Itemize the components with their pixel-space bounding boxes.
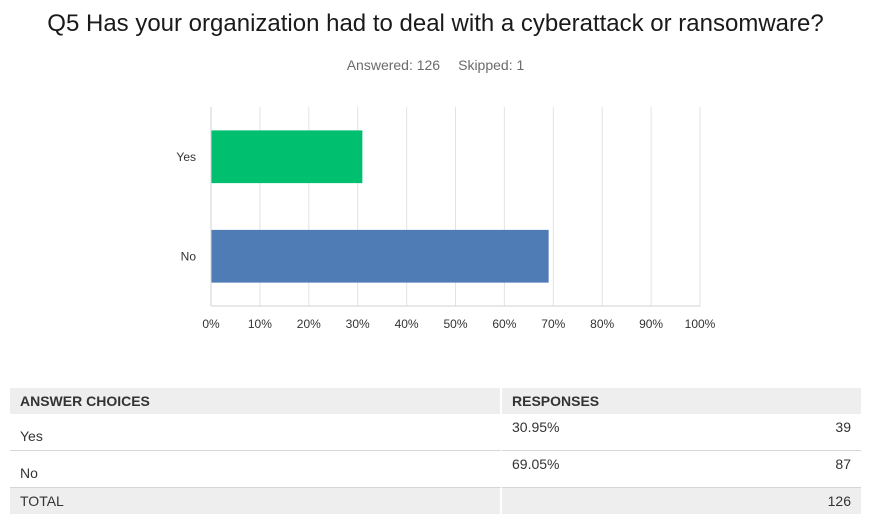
x-tick-label: 100%	[685, 317, 716, 331]
x-tick-label: 90%	[639, 317, 663, 331]
x-tick-label: 50%	[443, 317, 467, 331]
results-table: ANSWER CHOICES RESPONSES Yes 30.95% 39 N…	[10, 388, 861, 514]
row-responses: 69.05% 87	[502, 451, 861, 488]
bar-yes	[211, 130, 363, 184]
x-tick-label: 60%	[492, 317, 516, 331]
bar-no	[211, 229, 549, 283]
row-choice: Yes	[10, 414, 502, 451]
row-count: 39	[835, 419, 851, 435]
x-tick-label: 20%	[297, 317, 321, 331]
category-label: Yes	[176, 150, 196, 164]
row-percent: 69.05%	[512, 456, 560, 472]
x-tick-label: 40%	[395, 317, 419, 331]
question-title: Q5 Has your organization had to deal wit…	[47, 10, 824, 37]
bar-chart: 0% 10% 20% 30% 40% 50% 60% 70% 80% 90% 100% Yes No	[176, 107, 716, 331]
header-responses: RESPONSES	[502, 388, 861, 414]
x-tick-label: 0%	[202, 317, 220, 331]
category-label: No	[181, 249, 197, 263]
x-tick-label: 70%	[541, 317, 565, 331]
x-tick-label: 30%	[346, 317, 370, 331]
table-header-row: ANSWER CHOICES RESPONSES	[10, 388, 861, 414]
total-label: TOTAL	[10, 488, 502, 514]
bars	[211, 130, 549, 283]
skipped-count: Skipped: 1	[458, 57, 525, 73]
total-row: TOTAL 126	[10, 488, 861, 514]
row-choice: No	[10, 451, 502, 488]
labels: 0% 10% 20% 30% 40% 50% 60% 70% 80% 90% 100% Yes No	[176, 150, 715, 331]
total-count: 126	[502, 488, 861, 514]
x-tick-label: 10%	[248, 317, 272, 331]
axes	[210, 107, 700, 307]
response-stats: Answered: 126 Skipped: 1	[0, 57, 871, 73]
row-percent: 30.95%	[512, 419, 560, 435]
row-count: 87	[835, 456, 851, 472]
x-tick-label: 80%	[590, 317, 614, 331]
header-answer-choices: ANSWER CHOICES	[10, 388, 502, 414]
table-row: Yes 30.95% 39	[10, 414, 861, 451]
table-row: No 69.05% 87	[10, 451, 861, 488]
row-responses: 30.95% 39	[502, 414, 861, 451]
answered-count: Answered: 126	[346, 57, 441, 73]
